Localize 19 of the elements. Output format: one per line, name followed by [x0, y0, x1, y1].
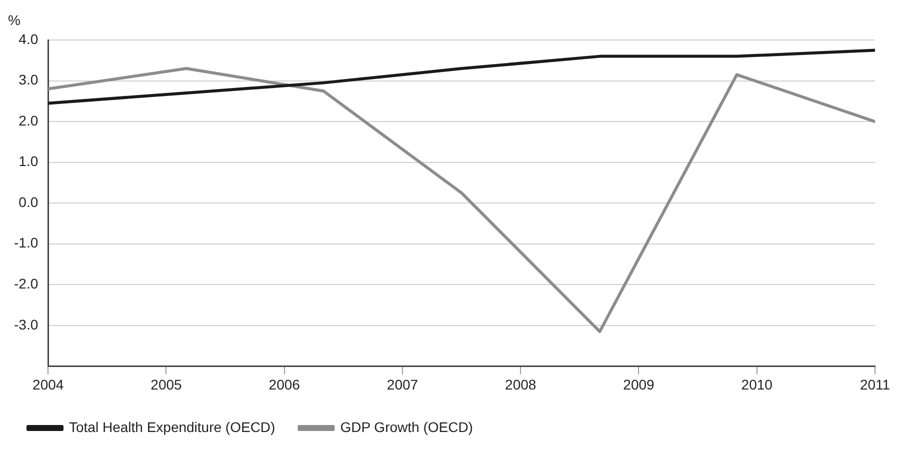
x-tick-label: 2005 [150, 376, 182, 392]
y-tick-label: 4.0 [18, 30, 38, 47]
x-tick-label: 2007 [386, 376, 418, 392]
x-tick-label: 2009 [623, 376, 655, 392]
x-tick-label: 2004 [32, 376, 64, 392]
x-tick-label: 2010 [741, 376, 773, 392]
y-tick-label: -1.0 [14, 234, 38, 251]
y-tick-label: 3.0 [18, 72, 38, 88]
legend-label: GDP Growth (OECD) [340, 418, 473, 435]
y-axis-title: % [8, 12, 20, 28]
y-tick-label: 0.0 [18, 194, 38, 210]
y-tick-label: 1.0 [18, 153, 38, 170]
y-tick-label: -3.0 [14, 316, 38, 332]
x-tick-label: 2008 [505, 376, 536, 392]
x-tick-label: 2006 [268, 376, 300, 392]
x-tick-label: 2011 [860, 376, 890, 392]
y-tick-label: -2.0 [14, 276, 38, 292]
legend-label: Total Health Expenditure (OECD) [69, 418, 276, 435]
y-tick-label: 2.0 [18, 112, 38, 128]
